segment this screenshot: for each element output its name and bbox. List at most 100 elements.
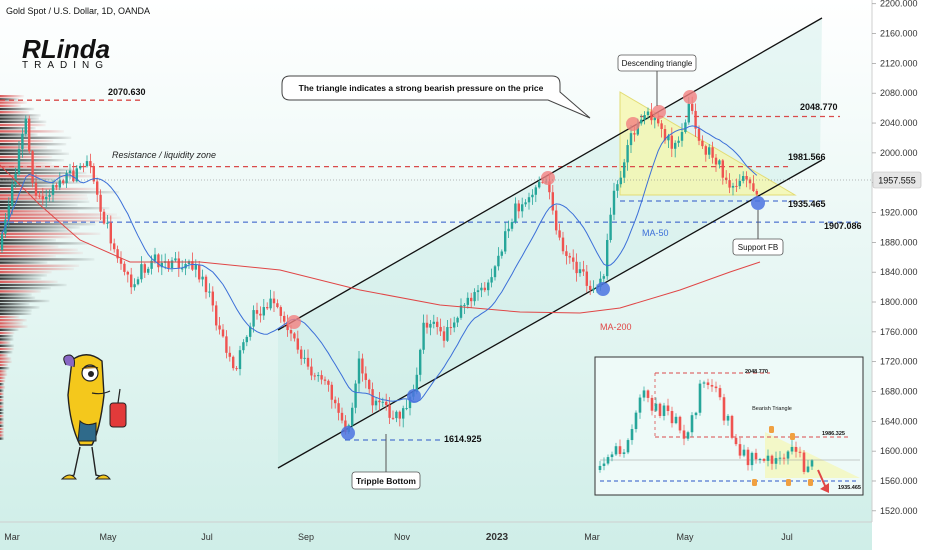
candle-body [218,325,221,330]
candle-body [524,202,527,205]
tripple-bottom-label: Tripple Bottom [356,476,416,486]
candle-body [106,222,109,224]
candle-body [514,203,517,223]
candle-body [133,284,136,288]
volume-bar [0,133,38,136]
inset-candle-body [738,444,742,456]
volume-bar [0,293,32,296]
volume-bar [0,376,6,379]
volume-bar [0,194,88,197]
candle-body [191,261,194,270]
volume-bar [0,123,46,127]
current-price-value: 1957.555 [878,176,916,186]
inset-candle-body [762,458,766,461]
inset-candles [598,378,814,475]
candle-body [660,123,663,130]
candle-body [276,303,279,308]
candle-body [483,287,486,291]
y-tick-label: 1600.000 [880,446,918,456]
inset-candle-body [686,432,690,439]
volume-bar [0,325,28,328]
candle-body [89,161,92,167]
candle-body [232,356,235,369]
candle-body [330,384,333,400]
candle-body [606,239,609,277]
volume-bar [0,306,40,309]
volume-bar [0,245,59,248]
volume-bar [0,213,118,216]
candle-body [303,357,306,359]
volume-bar [0,379,6,383]
volume-bar [0,104,22,107]
candle-body [364,373,367,380]
volume-bar [0,303,30,306]
candle-body [238,350,242,370]
volume-bar [0,341,11,344]
candle-body [548,181,551,193]
candle-body [398,411,401,419]
volume-bar [0,95,25,98]
volume-bar [0,203,78,207]
candle-body [0,233,4,250]
volume-bar [0,319,27,322]
y-tick-label: 1640.000 [880,416,918,426]
inset-candle-body [742,449,746,456]
inset-candle-body [602,463,606,466]
volume-bar [0,354,9,357]
candle-body [249,326,252,337]
candle-body [211,291,214,306]
candle-body [663,129,667,141]
candle-body [565,251,568,256]
inset-candle-body [710,385,714,387]
volume-bar [0,357,12,360]
inset-arrow-shaft [817,469,827,489]
x-tick-label: Nov [394,532,411,542]
candle-body [14,173,17,185]
marker-red [652,105,666,119]
candle-body [402,408,405,419]
current-price-box [872,171,922,189]
candle-body [629,133,633,146]
current-price-tag: 1957.555 [0,171,922,189]
inset-candle-body [730,415,734,438]
candle-body [123,263,126,272]
volume-bar [0,171,87,175]
volume-bar [0,389,4,392]
candle-body [82,165,85,167]
candle-body [609,214,612,240]
volume-bar [0,114,41,117]
candle-body [718,160,721,165]
inset-candle-body [662,405,666,416]
time-axis[interactable]: Mar May Jul Sep Nov 2023 Mar May Jul [4,532,793,543]
volume-bar [0,175,98,178]
volume-bar [0,139,54,143]
candle-body [476,290,480,293]
candle-body [752,183,755,191]
candle-body [68,170,72,174]
volume-bar [0,181,83,184]
candle-body [470,297,473,302]
inset-candle-body [790,446,794,452]
candle-body [269,298,272,309]
candle-body [704,146,707,155]
inset-candle-body [766,455,770,461]
inset-candle-body [690,415,694,433]
candle-body [31,151,34,183]
inset-candle-body [758,458,762,460]
candle-body [45,196,48,200]
candle-body [684,122,687,133]
candle-body [198,265,201,280]
candle-body [374,400,378,406]
candle-body [711,147,714,158]
volume-bar [0,143,67,146]
ma-50-line [1,125,758,403]
volume-bar [0,309,32,312]
volume-bar [0,351,13,354]
candle-body [177,258,180,269]
y-tick-label: 1760.000 [880,327,918,337]
ma-200-line [0,164,761,314]
candle-body [204,276,208,293]
volume-bar [0,347,14,351]
